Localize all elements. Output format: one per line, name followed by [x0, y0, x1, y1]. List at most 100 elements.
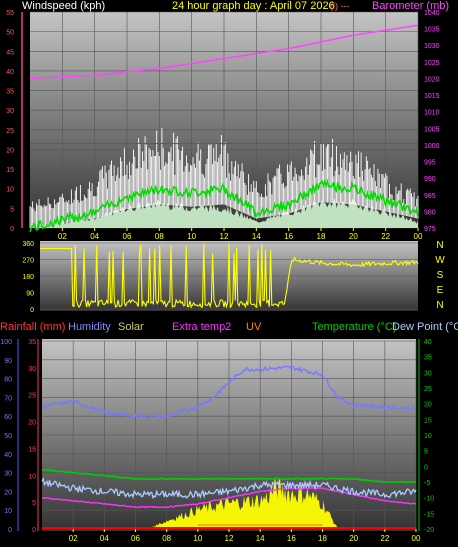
wind-tick-label: 30 [6, 108, 14, 115]
wind-tick-label: 40 [6, 69, 14, 76]
wind-x-tick-label: 00 [414, 232, 423, 241]
rain-tick-label: 20 [28, 420, 36, 427]
lower-x-tick-label: 22 [380, 534, 389, 543]
compass-label: E [437, 285, 444, 296]
temperature-tick-label: 0 [424, 464, 428, 471]
compass-label: W [435, 255, 445, 266]
wind-axis-title: Windspeed (kph) [22, 0, 105, 12]
temperature-series [41, 468, 417, 484]
temperature-tick-label: 15 [424, 417, 432, 424]
humidity-tick-label: 80 [4, 377, 12, 384]
direction-tick-label: 0 [30, 307, 34, 314]
rain-tick-label: 5 [32, 500, 36, 507]
barometer-tick-label: 1020 [424, 76, 440, 83]
barometer-tick-label: 1025 [424, 60, 440, 67]
compass-label: N [436, 300, 443, 311]
humidity-tick-label: 90 [4, 358, 12, 365]
humidity-tick-label: 60 [4, 414, 12, 421]
temperature-tick-label: -5 [424, 480, 430, 487]
wind-x-tick-label: 02 [58, 232, 67, 241]
wind-tick-label: 15 [6, 167, 14, 174]
wind-x-tick-label: 18 [317, 232, 326, 241]
barometer-tick-label: 990 [424, 176, 436, 183]
temperature-tick-label: 40 [424, 339, 432, 346]
legend-dew-point: Dew Point (°C) [392, 321, 458, 333]
lower-x-tick-label: 04 [100, 534, 109, 543]
humidity-tick-label: 0 [8, 527, 12, 534]
wind-x-tick-label: 04 [90, 232, 99, 241]
humidity-series [41, 365, 417, 420]
wind-tick-label: 55 [6, 10, 14, 17]
legend-uv: UV [246, 321, 262, 333]
legend-temperature: Temperature (°C) [312, 321, 396, 333]
lower-x-tick-label: 08 [162, 534, 171, 543]
wind-x-tick-label: 10 [187, 232, 196, 241]
temperature-tick-label: 5 [424, 449, 428, 456]
temperature-tick-label: -15 [424, 511, 434, 518]
barometer-tick-label: 1010 [424, 110, 440, 117]
temperature-tick-label: 30 [424, 370, 432, 377]
dew-point-series [41, 476, 417, 500]
date-title: 24 hour graph day : April 07 2026 [172, 0, 335, 12]
wind-x-tick-label: 06 [123, 232, 132, 241]
lower-x-tick-label: 20 [349, 534, 358, 543]
wind-x-tick-label: 08 [155, 232, 164, 241]
temperature-tick-label: 35 [424, 355, 432, 362]
barometer-series [29, 24, 419, 80]
rain-humidity-temperature-chart: 0 10 20 30 40 50 60 70 80 90 100 0 5 10 15 20 25 30 35 -2… [0, 339, 434, 543]
lower-x-tick-label: 12 [225, 534, 234, 543]
wind-x-tick-label: 16 [284, 232, 293, 241]
lower-x-tick-label: 02 [69, 534, 78, 543]
barometer-tick-label: 975 [424, 226, 436, 233]
barometer-tick-label: 995 [424, 160, 436, 167]
rain-tick-label: 10 [28, 473, 36, 480]
lower-x-tick-label: 00 [412, 534, 421, 543]
rain-tick-label: 15 [28, 446, 36, 453]
humidity-tick-label: 40 [4, 452, 12, 459]
lower-x-tick-label: 14 [256, 534, 265, 543]
solar-series [42, 476, 416, 529]
rain-tick-label: 30 [28, 366, 36, 373]
temperature-tick-label: 10 [424, 433, 432, 440]
temperature-tick-label: 25 [424, 386, 432, 393]
wind-tick-label: 5 [10, 206, 14, 213]
lower-x-tick-label: 06 [131, 534, 140, 543]
wind-tick-label: 0 [10, 226, 14, 233]
rain-tick-label: 35 [28, 339, 36, 346]
wind-direction-series [40, 243, 419, 309]
wind-tick-label: 45 [6, 49, 14, 56]
barometer-axis-title: Barometer (mb) [372, 0, 449, 12]
temperature-tick-label: -20 [424, 527, 434, 534]
humidity-tick-label: 50 [4, 433, 12, 440]
wind-x-tick-label: 20 [349, 232, 358, 241]
temperature-tick-label: -10 [424, 496, 434, 503]
rain-tick-label: 25 [28, 393, 36, 400]
barometer-tick-label: 1015 [424, 93, 440, 100]
lower-x-tick-label: 18 [318, 534, 327, 543]
legend-humidity: Humidity [68, 321, 111, 333]
barometer-tick-label: 1040 [424, 10, 440, 17]
legend-rainfall: Rainfall (mm) [0, 321, 65, 333]
humidity-tick-label: 100 [0, 339, 12, 346]
humidity-tick-label: 10 [4, 508, 12, 515]
barometer-tick-label: 1005 [424, 126, 440, 133]
wind-x-tick-label: 14 [252, 232, 261, 241]
lower-x-tick-label: 16 [287, 534, 296, 543]
lower-x-tick-label: 10 [193, 534, 202, 543]
wind-minimum-area [30, 198, 418, 228]
wind-tick-label: 10 [6, 187, 14, 194]
wind-tick-label: 50 [6, 30, 14, 37]
date-suffix: (i) --- [330, 1, 350, 11]
direction-tick-label: 270 [22, 258, 34, 265]
barometer-tick-label: 1000 [424, 143, 440, 150]
humidity-tick-label: 20 [4, 489, 12, 496]
legend-solar: Solar [118, 321, 144, 333]
wind-tick-label: 35 [6, 89, 14, 96]
direction-tick-label: 90 [26, 291, 34, 298]
humidity-tick-label: 70 [4, 395, 12, 402]
compass-label: S [437, 270, 444, 281]
compass-label: N [436, 240, 443, 251]
direction-tick-label: 360 [22, 241, 34, 248]
